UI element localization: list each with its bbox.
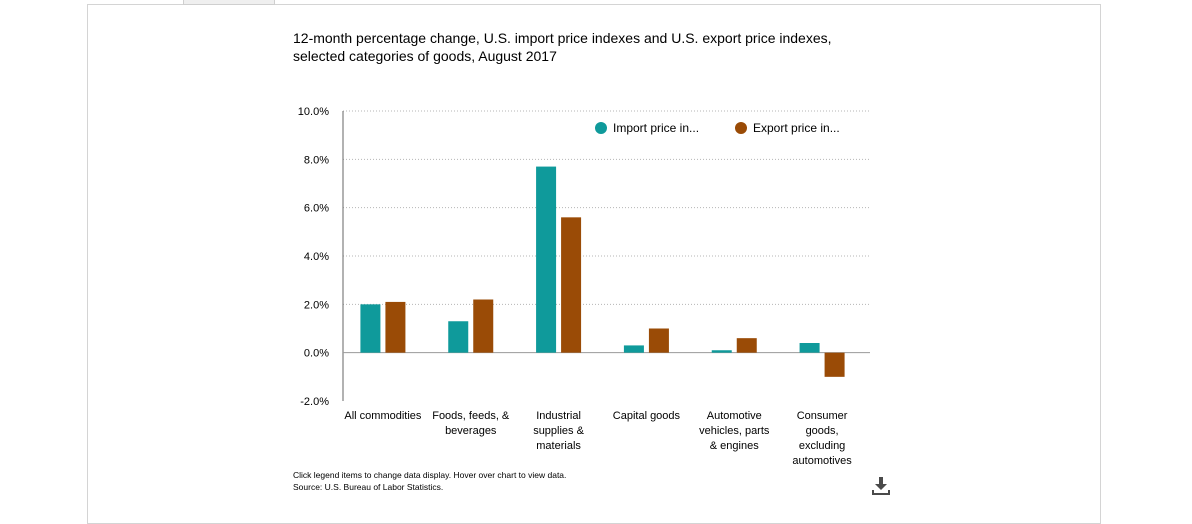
bar	[623, 345, 644, 353]
y-tick-label: 0.0%	[304, 348, 329, 360]
legend-item[interactable]: Import price in...	[595, 121, 699, 135]
bar	[711, 350, 732, 353]
bar	[799, 343, 820, 353]
y-tick-label: 10.0%	[298, 106, 329, 118]
x-tick-label: goods,	[806, 425, 839, 437]
legend-marker	[735, 122, 747, 134]
x-tick-label: excluding	[799, 440, 845, 452]
x-tick-label: Consumer	[797, 410, 848, 422]
footnote-source: Source: U.S. Bureau of Labor Statistics.	[293, 482, 444, 492]
x-tick-label: Foods, feeds, &	[432, 410, 510, 422]
bar	[824, 352, 845, 377]
download-icon[interactable]	[870, 474, 892, 496]
x-tick-label: materials	[536, 440, 581, 452]
x-tick-label: vehicles, parts	[699, 425, 770, 437]
footnote-instructions: Click legend items to change data displa…	[293, 470, 567, 480]
x-tick-label: All commodities	[344, 410, 422, 422]
bar	[561, 217, 582, 353]
bar	[385, 301, 406, 353]
x-tick-label: & engines	[710, 440, 759, 452]
top-tab[interactable]	[183, 0, 275, 5]
x-tick-label: supplies &	[533, 425, 584, 437]
x-tick-label: automotives	[792, 455, 852, 467]
y-tick-label: 6.0%	[304, 203, 329, 215]
x-tick-label: beverages	[445, 425, 497, 437]
x-tick-label: Capital goods	[613, 410, 681, 422]
chart-title-line-2: selected categories of goods, August 201…	[293, 48, 557, 64]
legend-label: Export price in...	[753, 121, 840, 135]
legend-label: Import price in...	[613, 121, 699, 135]
bar-chart: 10.0% 8.0% 6.0% 4.0% 2.0% 0.0% -2.0% All commod…	[298, 106, 870, 467]
y-tick-label: 8.0%	[304, 154, 329, 166]
y-tick-label: -2.0%	[300, 396, 329, 408]
bar	[360, 304, 381, 353]
chart-frame	[87, 4, 1101, 524]
bar	[473, 299, 494, 353]
bar	[448, 321, 469, 353]
bar	[736, 338, 757, 353]
legend-marker	[595, 122, 607, 134]
legend-item[interactable]: Export price in...	[735, 121, 840, 135]
x-tick-label: Automotive	[707, 410, 762, 422]
chart-title-line-1: 12-month percentage change, U.S. import …	[293, 30, 832, 46]
chart-title: 12-month percentage change, U.S. import …	[293, 29, 893, 65]
y-tick-label: 2.0%	[304, 299, 329, 311]
bar	[536, 166, 557, 353]
chart-footnote: Click legend items to change data displa…	[293, 469, 566, 493]
y-tick-label: 4.0%	[304, 251, 329, 263]
x-tick-label: Industrial	[536, 410, 581, 422]
bar	[648, 328, 669, 353]
